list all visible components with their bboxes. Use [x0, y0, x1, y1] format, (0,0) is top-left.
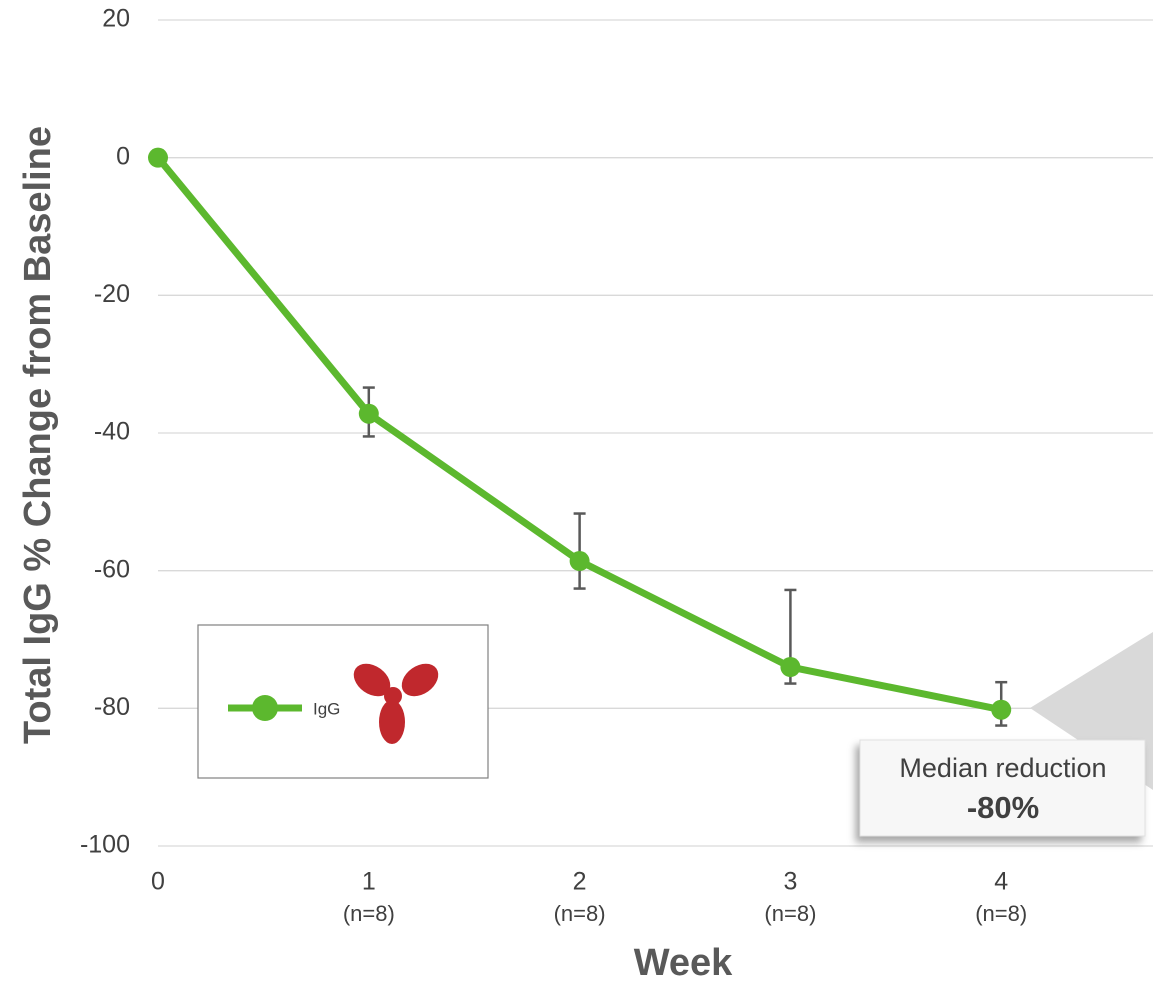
y-tick-label: 0	[116, 142, 130, 170]
x-tick-label: 2	[573, 868, 587, 896]
legend: IgG	[198, 625, 488, 778]
y-tick-label: 20	[102, 5, 130, 33]
y-tick-label: -40	[94, 418, 130, 446]
legend-label: IgG	[313, 699, 340, 718]
x-tick-sublabel: (n=8)	[975, 901, 1027, 926]
marker	[991, 700, 1011, 720]
y-tick-label: -20	[94, 280, 130, 308]
x-tick-label: 3	[783, 868, 797, 896]
callout-value: -80%	[967, 790, 1039, 825]
x-tick-label: 0	[151, 868, 165, 896]
x-tick-sublabel: (n=8)	[554, 901, 606, 926]
y-tick-label: -60	[94, 555, 130, 583]
y-axis-title: Total IgG % Change from Baseline	[17, 126, 59, 744]
legend-box	[198, 625, 488, 778]
x-tick-sublabel: (n=8)	[764, 901, 816, 926]
marker	[780, 657, 800, 677]
y-tick-label: -80	[94, 693, 130, 721]
callout: Median reduction -80%	[860, 740, 1145, 836]
x-axis-title: Week	[634, 942, 733, 981]
marker	[570, 551, 590, 571]
marker	[148, 148, 168, 168]
x-tick-sublabel: (n=8)	[343, 901, 395, 926]
legend-marker	[252, 695, 278, 721]
x-tick-label: 4	[994, 868, 1008, 896]
y-tick-label: -100	[80, 831, 130, 859]
callout-text: Median reduction	[899, 753, 1106, 783]
marker	[359, 404, 379, 424]
chart: IgG Median reduction -80% Total IgG % Ch…	[0, 0, 1153, 981]
x-tick-label: 1	[362, 868, 376, 896]
